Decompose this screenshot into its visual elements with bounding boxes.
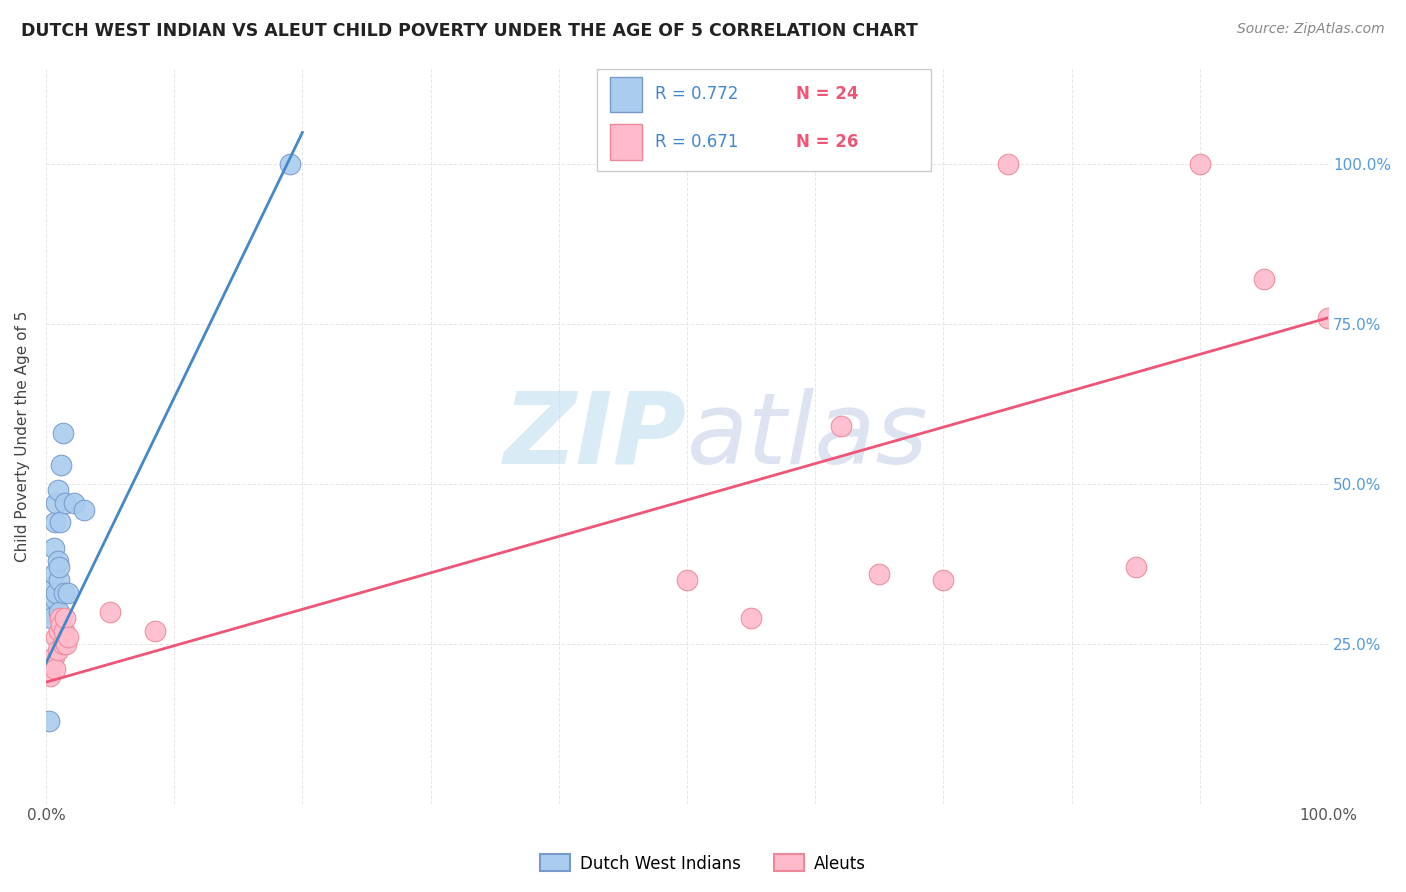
Point <box>740 611 762 625</box>
Text: atlas: atlas <box>688 387 929 484</box>
Point <box>56 585 79 599</box>
Point <box>45 585 67 599</box>
Point <box>63 496 86 510</box>
Point <box>38 714 60 728</box>
Text: DUTCH WEST INDIAN VS ALEUT CHILD POVERTY UNDER THE AGE OF 5 CORRELATION CHART: DUTCH WEST INDIAN VS ALEUT CHILD POVERTY… <box>21 22 918 40</box>
Point <box>44 662 66 676</box>
Point <box>98 605 121 619</box>
Point <box>1317 310 1340 325</box>
Point <box>38 605 60 619</box>
FancyBboxPatch shape <box>610 124 643 160</box>
Point <box>51 617 73 632</box>
Legend: Dutch West Indians, Aleuts: Dutch West Indians, Aleuts <box>533 847 873 880</box>
Point <box>52 637 75 651</box>
Point <box>48 560 70 574</box>
Point <box>45 631 67 645</box>
Text: N = 26: N = 26 <box>796 133 859 151</box>
Text: Source: ZipAtlas.com: Source: ZipAtlas.com <box>1237 22 1385 37</box>
Point <box>41 579 63 593</box>
Point <box>46 554 69 568</box>
Point <box>53 496 76 510</box>
Point <box>932 573 955 587</box>
Point <box>56 631 79 645</box>
Point <box>868 566 890 581</box>
Point <box>997 157 1019 171</box>
Point <box>143 624 166 638</box>
Point <box>49 516 72 530</box>
Point <box>46 643 69 657</box>
Point <box>1125 560 1147 574</box>
Point <box>49 611 72 625</box>
FancyBboxPatch shape <box>598 69 931 171</box>
Point <box>44 516 66 530</box>
Point <box>42 566 65 581</box>
Point <box>52 585 75 599</box>
Point <box>41 656 63 670</box>
Point <box>51 458 73 472</box>
Point <box>42 649 65 664</box>
Point <box>39 611 62 625</box>
Point <box>53 611 76 625</box>
Y-axis label: Child Poverty Under the Age of 5: Child Poverty Under the Age of 5 <box>15 310 30 562</box>
Point <box>1188 157 1211 171</box>
Point <box>48 605 70 619</box>
Point <box>676 573 699 587</box>
Point <box>1253 272 1275 286</box>
Point <box>38 669 60 683</box>
Point <box>42 541 65 555</box>
Point <box>48 573 70 587</box>
Point <box>55 637 77 651</box>
Point <box>278 157 301 171</box>
Text: R = 0.772: R = 0.772 <box>655 86 738 103</box>
Point <box>44 592 66 607</box>
Point <box>45 496 67 510</box>
Text: ZIP: ZIP <box>505 387 688 484</box>
Point <box>46 483 69 498</box>
Point <box>73 502 96 516</box>
Text: R = 0.671: R = 0.671 <box>655 133 738 151</box>
Text: N = 24: N = 24 <box>796 86 859 103</box>
Point <box>830 419 852 434</box>
FancyBboxPatch shape <box>610 77 643 112</box>
Point <box>52 624 75 638</box>
Point <box>52 425 75 440</box>
Point <box>48 624 70 638</box>
